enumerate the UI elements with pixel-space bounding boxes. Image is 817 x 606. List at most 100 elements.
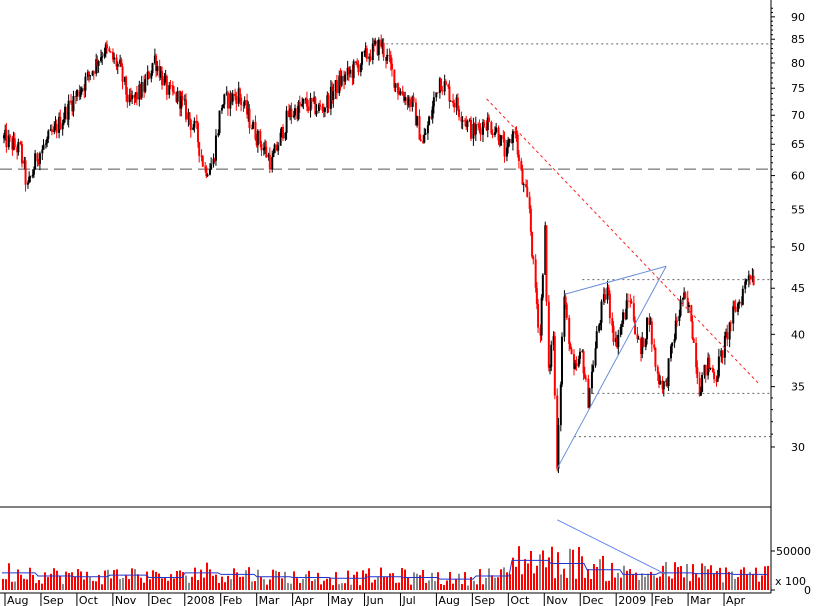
candle-body <box>636 333 639 339</box>
candle <box>363 50 366 57</box>
candle <box>491 129 494 139</box>
candle-body <box>708 357 711 369</box>
candle <box>521 164 524 185</box>
candle-body <box>738 301 741 304</box>
candle-body <box>629 301 632 303</box>
volume-bar <box>563 568 565 590</box>
candle <box>351 64 354 86</box>
candle-body <box>301 103 304 107</box>
candle <box>193 117 196 133</box>
candle <box>569 342 572 350</box>
volume-bar <box>596 566 598 590</box>
candle <box>248 104 251 134</box>
candle <box>31 169 34 179</box>
candle-body <box>568 317 571 345</box>
candle <box>716 369 719 383</box>
candle-body <box>26 182 29 185</box>
candle-body <box>498 140 501 146</box>
candle-body <box>485 126 488 131</box>
price-panel <box>0 34 771 474</box>
candle <box>79 86 82 100</box>
candle <box>359 63 362 77</box>
candle-body <box>349 69 352 74</box>
candle-body <box>572 354 575 369</box>
candle-body <box>331 86 334 101</box>
volume-bar <box>401 568 403 590</box>
candle <box>12 131 15 151</box>
candle-body <box>616 338 619 348</box>
candle-body <box>588 388 591 408</box>
volume-bar <box>740 569 742 590</box>
volume-bar <box>713 573 715 590</box>
volume-bar <box>731 571 733 590</box>
candle-body <box>47 130 50 139</box>
candle <box>125 75 128 102</box>
candle-body <box>715 379 718 382</box>
volume-bar <box>554 578 556 590</box>
candle <box>133 94 136 105</box>
candle-body <box>55 123 58 133</box>
volume-bar <box>704 566 706 590</box>
volume-bar <box>227 575 229 590</box>
price-tick-label: 75 <box>791 82 805 95</box>
candle-body <box>419 139 422 142</box>
volume-bar <box>467 585 469 590</box>
volume-bar <box>380 567 382 590</box>
candle-body <box>163 76 166 86</box>
volume-bar <box>230 579 232 590</box>
candle-body <box>307 106 310 111</box>
candle <box>234 88 237 101</box>
candle <box>256 129 259 153</box>
candle <box>528 191 531 214</box>
candle-body <box>284 132 287 139</box>
candle-body <box>559 384 562 426</box>
candle-body <box>16 147 19 153</box>
candle <box>717 348 720 379</box>
volume-tick-label: 50000 <box>776 545 811 558</box>
candle <box>441 85 444 95</box>
volume-bar <box>182 572 184 590</box>
candle <box>436 92 439 94</box>
candle <box>229 90 232 117</box>
candle-body <box>520 161 523 170</box>
candle-body <box>252 121 255 129</box>
volume-bar <box>533 573 535 590</box>
candle-body <box>265 146 268 158</box>
candle-body <box>246 100 249 115</box>
volume-bar <box>677 567 679 590</box>
candle-body <box>17 141 20 153</box>
candle <box>550 340 553 372</box>
candle <box>61 119 64 136</box>
volume-bar <box>128 579 130 590</box>
volume-bar <box>77 569 79 590</box>
candle-body <box>46 138 49 144</box>
candle <box>265 140 268 159</box>
candle <box>238 87 241 103</box>
candle-body <box>707 357 710 376</box>
volume-bar <box>266 584 268 590</box>
candle <box>72 90 75 117</box>
candle-body <box>19 141 22 145</box>
volume-bar <box>479 569 481 590</box>
price-tick-label: 40 <box>791 328 805 341</box>
candle-body <box>347 67 350 74</box>
volume-bar <box>455 579 457 590</box>
candle <box>147 70 150 80</box>
candle <box>131 90 134 105</box>
candle-body <box>590 371 593 389</box>
candle-body <box>240 97 243 105</box>
candle-body <box>374 40 377 45</box>
candle <box>493 126 496 138</box>
volume-bar <box>236 572 238 590</box>
candle <box>394 83 397 93</box>
candle-body <box>151 63 154 74</box>
volume-bar <box>245 570 247 590</box>
candle-body <box>115 57 118 67</box>
price-reference-lines <box>0 43 771 438</box>
candle-body <box>396 83 399 94</box>
volume-bar <box>200 569 202 590</box>
candle <box>46 136 49 148</box>
volume-bar <box>365 573 367 590</box>
candle-body <box>123 76 126 82</box>
